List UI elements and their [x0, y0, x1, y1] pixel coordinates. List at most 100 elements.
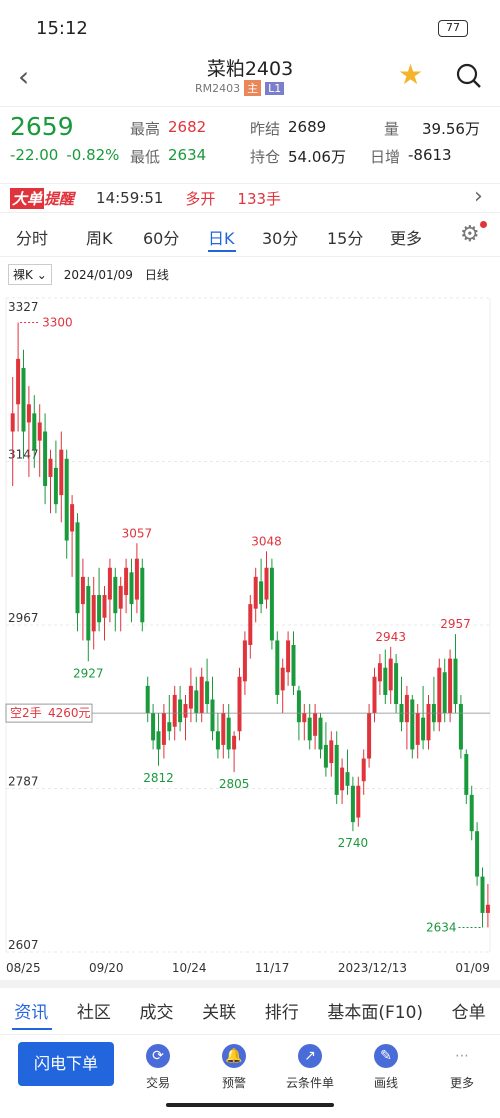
low-label: 2812 [143, 771, 174, 785]
chart-info: 裸K ⌄ 2024/01/09 日线 [8, 264, 169, 285]
period-tab[interactable]: 日K [208, 229, 235, 248]
candle-body [259, 581, 264, 605]
nav-icon: ↗ [298, 1044, 322, 1068]
candle-body [415, 713, 420, 745]
stat-value: 54.06万 [288, 148, 346, 166]
stat-value: -8613 [408, 146, 452, 164]
badge: L1 [265, 81, 285, 95]
bottom-tab[interactable]: 关联 [202, 1003, 237, 1023]
nav-item[interactable]: ↗ 云条件单 [280, 1044, 340, 1091]
candle-body [442, 672, 447, 714]
candle-body [178, 699, 183, 723]
candle-body [253, 576, 258, 609]
position-amount: 4260元 [48, 706, 91, 720]
divider [0, 980, 500, 988]
candle-body [53, 467, 58, 505]
mode: 裸K [13, 268, 33, 282]
nav-label: 画线 [373, 1076, 398, 1090]
candle-body [199, 676, 204, 714]
candle-body [134, 558, 139, 600]
settings-button[interactable]: ⚙ [460, 222, 480, 247]
candle-body [237, 676, 242, 732]
alert-bar[interactable]: 大单 提醒 14:59:51 多开 133手 [10, 187, 282, 209]
bottom-tab[interactable]: 基本面(F10) [327, 1003, 424, 1023]
alert-action: 多开 [185, 189, 216, 208]
alert-tag: 提醒 [44, 189, 75, 208]
stat-value: 2689 [288, 118, 327, 136]
y-tick-label: 2967 [8, 611, 39, 625]
y-tick-label: 3327 [8, 300, 39, 314]
stat-value: 2634 [168, 146, 207, 164]
candle-body [183, 704, 188, 718]
stat-value: 2682 [168, 118, 207, 136]
candle-body [318, 717, 323, 750]
bottom-tabs: 资讯 社区 成交 关联 排行 基本面(F10) 仓单 [0, 998, 500, 1023]
nav-bar: ⟳ 交易 🔔 预警 ↗ 云条件单 ✎ 画线 ⋯ 更多 [120, 1044, 500, 1091]
mode-select[interactable]: 裸K ⌄ [8, 264, 52, 285]
position-label: 空2手 [10, 706, 42, 720]
stat-label: 昨结 [250, 120, 281, 138]
candle-body [37, 422, 42, 441]
red-dot [480, 221, 487, 228]
change-pct: -0.82% [66, 146, 120, 164]
position-box [5, 703, 93, 723]
candle-body [350, 785, 355, 823]
search-button[interactable] [455, 62, 483, 90]
quick-order-button[interactable]: 闪电下单 [18, 1042, 114, 1086]
date-axis: 08/25 09/20 10/24 11/17 2023/12/13 01/09 [6, 961, 490, 975]
back-button[interactable]: ‹ [18, 60, 30, 93]
divider [0, 1034, 500, 1035]
candle-body [59, 449, 64, 496]
bottom-tab[interactable]: 社区 [76, 1003, 111, 1023]
candle-body [480, 876, 485, 913]
y-tick-label: 2787 [8, 775, 39, 789]
period-tab[interactable]: 更多 [390, 229, 423, 248]
nav-item[interactable]: ⋯ 更多 [432, 1044, 492, 1091]
candle-body [107, 567, 112, 600]
bottom-tab[interactable]: 成交 [139, 1003, 174, 1023]
divider [0, 106, 500, 107]
star-button[interactable]: ★ [398, 58, 424, 91]
nav-item[interactable]: ⟳ 交易 [128, 1044, 188, 1091]
candle-body [64, 458, 69, 541]
candle-body [32, 413, 37, 450]
nav-icon: ✎ [374, 1044, 398, 1068]
date: 2024/01/09 [63, 267, 133, 282]
candle-body [269, 567, 274, 641]
candle-body [113, 576, 118, 614]
chevron[interactable]: › [474, 184, 483, 209]
candle-body [248, 604, 253, 645]
x-tick-label: 11/17 [254, 961, 290, 975]
candle-body [448, 658, 453, 714]
alert-qty: 133手 [237, 189, 282, 208]
candle-body [215, 731, 220, 750]
last-price: 2659 [10, 112, 74, 141]
candle-body [280, 667, 285, 691]
candle-body [75, 522, 80, 614]
candle-body [48, 458, 53, 477]
nav-item[interactable]: ✎ 画线 [356, 1044, 416, 1091]
period-tab[interactable]: 15分 [327, 229, 364, 248]
period-tab[interactable]: 60分 [143, 229, 180, 248]
candle-body [437, 667, 442, 723]
nav-item[interactable]: 🔔 预警 [204, 1044, 264, 1091]
period-tab[interactable]: 周K [86, 229, 113, 248]
candle-body [91, 595, 96, 632]
bottom-tab[interactable]: 仓单 [451, 1003, 486, 1023]
candle-body [475, 831, 480, 877]
bottom-tab[interactable]: 排行 [264, 1003, 299, 1023]
candle-body [210, 699, 215, 732]
nav-icon: ⟳ [146, 1044, 170, 1068]
candle-body [334, 744, 339, 795]
candle-body [43, 431, 48, 487]
bottom-tab[interactable]: 资讯 [14, 1003, 49, 1023]
candle-body [394, 663, 399, 705]
period-tab[interactable]: 分时 [16, 229, 49, 248]
candle-body [70, 504, 75, 532]
candle-body [458, 704, 463, 750]
period-tab[interactable]: 30分 [262, 229, 299, 248]
candle-body [97, 595, 102, 623]
candle-body [340, 767, 345, 791]
candle-body [361, 758, 366, 782]
candle-body [464, 753, 469, 795]
